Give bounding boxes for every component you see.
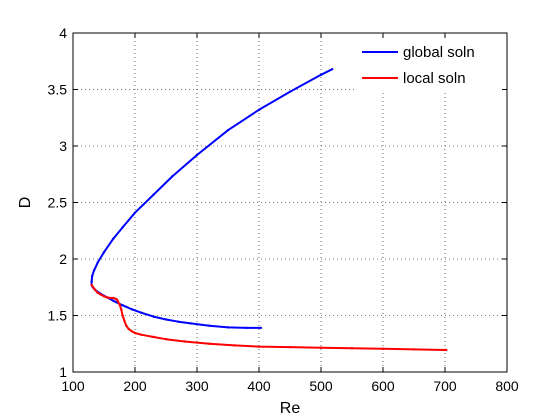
data-point-local-soln xyxy=(120,308,123,312)
data-point-global-soln xyxy=(140,311,143,314)
data-point-global-soln xyxy=(112,299,115,303)
data-point-local-soln xyxy=(90,283,93,287)
data-point-local-soln xyxy=(102,295,106,298)
data-point-global-soln xyxy=(171,175,174,178)
data-point-local-soln xyxy=(350,347,354,350)
data-point-local-soln xyxy=(445,348,448,352)
data-point-global-soln xyxy=(208,324,211,327)
data-point-local-soln xyxy=(319,346,323,349)
data-point-local-soln xyxy=(109,296,112,300)
data-point-global-soln xyxy=(195,153,199,157)
x-tick-label: 700 xyxy=(433,378,457,394)
y-tick-label: 1 xyxy=(59,364,67,380)
series-layer xyxy=(90,67,448,352)
data-point-local-soln xyxy=(257,345,261,348)
data-point-global-soln xyxy=(319,73,323,77)
data-point-local-soln xyxy=(127,327,130,331)
data-point-local-soln xyxy=(133,331,137,335)
data-point-local-soln xyxy=(412,348,416,351)
data-point-global-soln xyxy=(164,318,168,321)
data-point-local-soln xyxy=(152,335,155,339)
legend-label-local-soln: local soln xyxy=(403,70,466,87)
data-point-global-soln xyxy=(226,128,230,132)
x-tick-label: 200 xyxy=(123,378,147,394)
data-point-local-soln xyxy=(116,299,119,303)
x-tick-label: 400 xyxy=(247,378,271,394)
data-point-local-soln xyxy=(140,333,143,336)
data-point-global-soln xyxy=(259,326,263,330)
legend-box xyxy=(357,38,502,92)
data-point-global-soln xyxy=(121,304,124,307)
data-point-local-soln xyxy=(121,314,124,317)
data-point-local-soln xyxy=(112,296,115,300)
data-point-global-soln xyxy=(133,211,137,214)
data-point-global-soln xyxy=(121,226,124,229)
data-point-global-soln xyxy=(102,251,106,254)
data-point-local-soln xyxy=(115,297,118,301)
data-point-global-soln xyxy=(90,280,93,283)
data-point-global-soln xyxy=(257,108,261,112)
data-point-local-soln xyxy=(99,293,103,296)
data-point-local-soln xyxy=(93,288,96,291)
x-tick-label: 800 xyxy=(495,378,519,394)
x-axis-label: Re xyxy=(280,400,301,417)
data-point-local-soln xyxy=(381,347,385,351)
x-tick-label: 300 xyxy=(185,378,209,394)
tick-labels: 100 200 300 400 500 600 700 800 1 1.5 2 2.5 3 3.5 4 xyxy=(48,25,519,394)
data-point-local-soln xyxy=(125,324,128,327)
data-point-local-soln xyxy=(288,345,292,349)
data-point-global-soln xyxy=(177,320,180,323)
data-point-global-soln xyxy=(288,90,292,93)
data-point-local-soln xyxy=(96,291,100,295)
x-tick-label: 100 xyxy=(61,378,85,394)
data-point-global-soln xyxy=(92,269,96,272)
data-point-global-soln xyxy=(91,274,94,278)
data-point-local-soln xyxy=(183,340,186,343)
data-point-local-soln xyxy=(164,338,168,341)
data-point-local-soln xyxy=(233,344,236,347)
ticks xyxy=(72,32,508,373)
y-tick-label: 3 xyxy=(59,138,67,154)
y-axis-label: D xyxy=(17,197,34,209)
x-tick-label: 500 xyxy=(309,378,333,394)
data-point-global-soln xyxy=(112,237,115,240)
data-point-local-soln xyxy=(123,319,126,323)
data-point-global-soln xyxy=(130,308,134,311)
data-point-global-soln xyxy=(189,322,192,325)
data-point-global-soln xyxy=(226,326,230,329)
data-point-global-soln xyxy=(330,67,334,71)
x-tick-label: 600 xyxy=(371,378,395,394)
data-point-local-soln xyxy=(130,330,134,333)
y-tick-label: 4 xyxy=(59,25,67,41)
legend-label-global-soln: global soln xyxy=(403,44,475,61)
data-point-global-soln xyxy=(152,315,155,318)
data-point-local-soln xyxy=(118,303,121,306)
data-point-global-soln xyxy=(245,326,248,330)
y-tick-label: 1.5 xyxy=(48,308,68,324)
y-tick-label: 2.5 xyxy=(48,195,68,211)
data-point-local-soln xyxy=(208,342,211,345)
data-point-global-soln xyxy=(96,261,100,264)
legend: global soln local soln xyxy=(357,38,502,92)
y-tick-label: 2 xyxy=(59,251,67,267)
data-point-local-soln xyxy=(105,296,109,299)
y-tick-label: 3.5 xyxy=(48,82,68,98)
data-point-global-soln xyxy=(152,193,155,196)
